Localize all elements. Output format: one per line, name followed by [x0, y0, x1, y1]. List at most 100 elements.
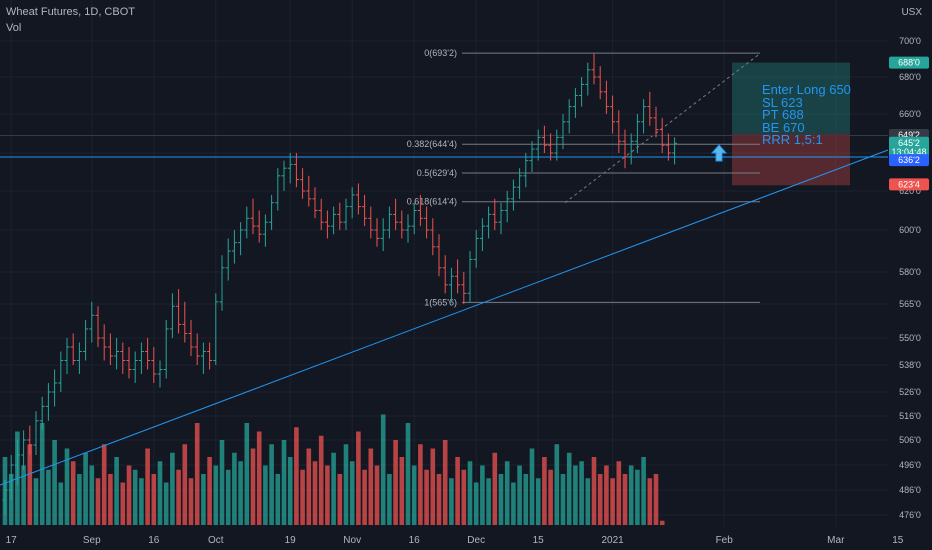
volume-bar: [442, 440, 448, 525]
ohlc-bar: [641, 99, 647, 134]
price-label-text: 649'2: [898, 130, 920, 140]
ohlc-bar: [535, 129, 541, 161]
trend-lines[interactable]: [0, 53, 889, 486]
volume-bar: [405, 423, 411, 525]
volume-bar: [467, 461, 473, 525]
symbol-title[interactable]: Wheat Futures, 1D, CBOT: [6, 6, 135, 18]
ohlc-bar: [479, 218, 485, 251]
ohlc-bar: [424, 206, 430, 239]
annotation-line: RRR 1,5:1: [762, 132, 823, 147]
volume-bar: [529, 448, 535, 525]
profit-zone: [732, 62, 850, 134]
volume-indicator-label[interactable]: Vol: [6, 22, 22, 34]
volume-bar: [380, 414, 386, 525]
ohlc-bar: [256, 210, 262, 243]
volume-bar: [622, 474, 628, 525]
volume-bar: [312, 461, 318, 525]
ohlc-bar: [616, 110, 622, 153]
ohlc-bar: [523, 153, 529, 188]
price-tick-label: 565'0: [899, 299, 921, 309]
volume-bar: [325, 465, 330, 525]
currency-label: USX: [901, 7, 922, 18]
volume-bar: [504, 461, 510, 525]
volume-bar: [163, 482, 169, 525]
ohlc-bar: [64, 338, 70, 374]
ohlc-bar: [269, 194, 275, 230]
volume-bar: [281, 440, 287, 525]
ohlc-bar: [368, 206, 374, 239]
volume-bar: [108, 474, 113, 525]
ohlc-bar: [529, 141, 535, 172]
volume-bar: [343, 444, 349, 525]
ohlc-bar: [324, 210, 330, 239]
ohlc-bar: [281, 160, 287, 191]
ohlc-bar: [560, 114, 566, 150]
volume-bar: [33, 478, 39, 525]
ohlc-bar: [194, 333, 200, 365]
ohlc-bar: [393, 198, 399, 230]
ohlc-bar: [114, 338, 120, 370]
fib-level-label: 1(565'6): [424, 297, 457, 307]
volume-bar: [21, 465, 26, 525]
price-tick-label: 516'0: [899, 411, 921, 421]
ohlc-bar: [628, 133, 634, 165]
time-tick-label: 17: [6, 535, 18, 546]
volume-bar: [585, 478, 591, 525]
ohlc-bar: [176, 289, 182, 334]
fibonacci-retracement[interactable]: 0(693'2) 0.382(644'4) 0.5(629'4) 0.618(614'…: [407, 48, 760, 307]
time-tick-label: 2021: [601, 535, 624, 546]
volume-bar: [188, 478, 194, 525]
volume-bar: [151, 474, 157, 525]
annotation-line: Enter Long 650: [762, 82, 851, 97]
volume-bar: [331, 452, 336, 525]
ohlc-bar: [2, 480, 8, 515]
ohlc-bar: [541, 125, 547, 153]
volume-bar: [95, 478, 101, 525]
ohlc-bar: [362, 194, 368, 227]
volume-bar: [337, 474, 343, 525]
ohlc-bar: [132, 351, 138, 383]
volume-bar: [511, 482, 516, 525]
ohlc-bar: [554, 129, 560, 161]
volume-bar: [374, 465, 380, 525]
ohlc-bar: [405, 214, 411, 243]
volume-bar: [176, 469, 181, 525]
volume-bar: [616, 461, 622, 525]
volume-bar: [157, 461, 163, 525]
volume-bar: [182, 444, 188, 525]
ohlc-bar: [244, 206, 250, 239]
ohlc-bar: [634, 114, 640, 153]
ohlc-bar: [14, 440, 20, 485]
price-tick-label: 600'0: [899, 225, 921, 235]
fib-level-label: 0(693'2): [424, 48, 457, 58]
volume-bar: [473, 482, 479, 525]
ohlc-bar: [572, 88, 578, 118]
volume-bar: [399, 457, 405, 525]
ohlc-bar: [467, 251, 473, 302]
time-tick-label: 15: [892, 535, 904, 546]
volume-bar: [523, 474, 529, 525]
ohlc-bar: [610, 95, 616, 134]
arrow-up-icon: [710, 144, 728, 162]
price-tick-label: 506'0: [899, 435, 921, 445]
ohlc-bar: [33, 411, 39, 455]
price-label-bg: [889, 136, 929, 149]
volume-bar: [560, 474, 566, 525]
price-tick-label: 550'0: [899, 333, 921, 343]
risk-reward-zones: [732, 62, 850, 186]
ohlc-bar: [517, 168, 523, 199]
volume-bar: [418, 444, 423, 525]
price-axis[interactable]: 700'0680'0660'0640'0620'0600'0580'0565'0…: [888, 0, 932, 550]
time-tick-label: Nov: [343, 535, 361, 546]
ohlc-bar: [473, 230, 479, 268]
time-axis[interactable]: 17 Sep 16 Oct 19 Nov 16 Dec 15 2021 Feb Mar 15: [0, 528, 904, 550]
ohlc-bar: [238, 222, 244, 256]
volume-bar: [269, 444, 274, 525]
volume-bar: [436, 474, 442, 525]
volume-bar: [566, 452, 572, 525]
volume-bar: [213, 465, 219, 525]
annotation-line: BE 670: [762, 119, 805, 135]
price-tick-label: 660'0: [899, 109, 921, 119]
volume-bar: [424, 469, 429, 525]
